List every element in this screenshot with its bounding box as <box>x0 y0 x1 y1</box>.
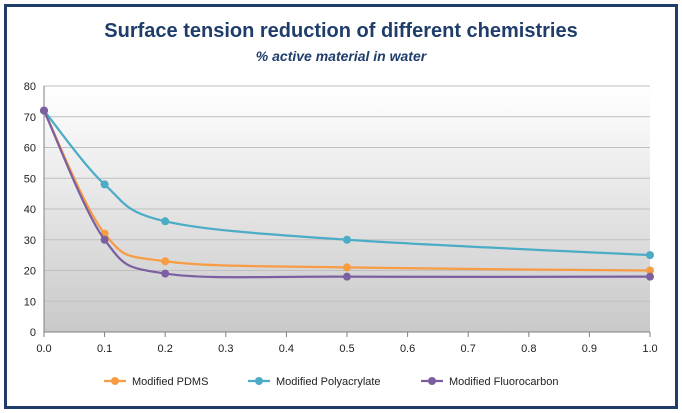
data-point <box>100 180 109 189</box>
y-tick-label: 60 <box>24 143 36 155</box>
x-axis-ticks: 0.0 0.1 0.2 0.3 0.4 0.5 0.6 0.7 0.8 0.9 1.0 <box>36 332 658 355</box>
x-tick-label: 0.3 <box>218 343 233 355</box>
data-point <box>343 263 351 272</box>
data-point <box>646 272 654 281</box>
data-point <box>343 272 351 281</box>
legend-label: Modified Polyacrylate <box>276 376 381 388</box>
data-point <box>161 217 170 226</box>
series-line <box>42 110 651 279</box>
x-tick-label: 0.9 <box>582 343 597 355</box>
x-tick-label: 0.1 <box>97 343 112 355</box>
x-tick-label: 0.7 <box>461 343 476 355</box>
legend-item: Modified PDMS <box>104 376 208 388</box>
legend: Modified PDMS Modified Polyacrylate Modifi… <box>104 376 558 388</box>
y-tick-label: 0 <box>30 327 36 339</box>
x-tick-label: 0.4 <box>279 343 294 355</box>
data-point <box>161 269 170 278</box>
data-point <box>40 106 48 115</box>
series-line <box>43 109 651 257</box>
y-axis-ticks: 0 10 20 30 40 50 60 70 80 <box>24 81 36 339</box>
legend-swatch-marker <box>428 377 436 385</box>
legend-label: Modified Fluorocarbon <box>449 376 558 388</box>
legend-label: Modified PDMS <box>132 376 208 388</box>
series-line <box>42 110 651 272</box>
y-tick-label: 40 <box>24 204 36 216</box>
data-point <box>161 257 170 266</box>
y-tick-label: 10 <box>24 296 36 308</box>
series-modified-polyacrylate <box>40 106 654 260</box>
x-tick-label: 0.6 <box>400 343 415 355</box>
series-modified-fluorocarbon <box>40 106 654 281</box>
legend-swatch-marker <box>255 377 263 385</box>
y-tick-label: 30 <box>24 235 36 247</box>
y-tick-label: 80 <box>24 81 36 93</box>
x-tick-label: 0.0 <box>36 343 51 355</box>
series-group <box>40 106 654 281</box>
data-point <box>646 251 654 260</box>
legend-swatch-marker <box>111 377 119 385</box>
x-tick-label: 0.8 <box>521 343 536 355</box>
chart-subtitle: % active material in water <box>255 48 427 64</box>
x-tick-label: 1.0 <box>642 343 657 355</box>
x-tick-label: 0.2 <box>158 343 173 355</box>
y-tick-label: 70 <box>24 112 36 124</box>
x-tick-label: 0.5 <box>339 343 354 355</box>
y-tick-label: 50 <box>24 173 36 185</box>
data-point <box>100 235 109 244</box>
data-point <box>343 235 351 244</box>
chart-title: Surface tension reduction of different c… <box>104 20 578 42</box>
legend-item: Modified Fluorocarbon <box>421 376 558 388</box>
y-tick-label: 20 <box>24 266 36 278</box>
data-point <box>646 266 654 275</box>
legend-item: Modified Polyacrylate <box>248 376 381 388</box>
